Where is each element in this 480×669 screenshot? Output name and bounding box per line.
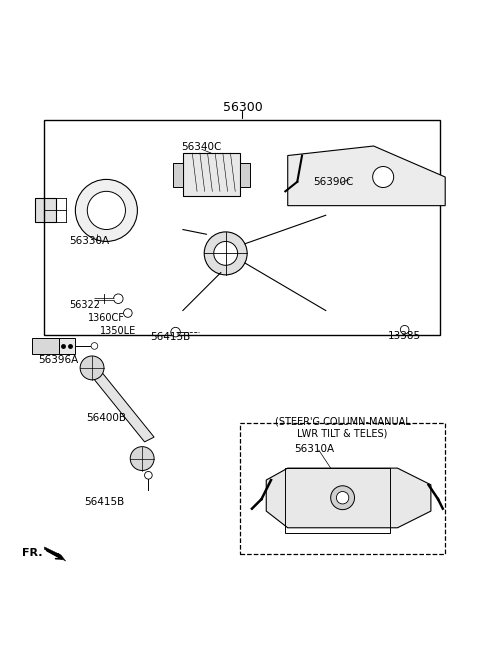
Polygon shape: [44, 547, 66, 561]
Polygon shape: [288, 146, 445, 205]
Circle shape: [144, 472, 152, 479]
Bar: [285, 468, 390, 533]
Circle shape: [204, 232, 247, 275]
Circle shape: [214, 242, 238, 266]
Text: 56322: 56322: [70, 300, 100, 310]
Text: 56300: 56300: [223, 101, 262, 114]
Text: 13385: 13385: [388, 331, 421, 341]
Polygon shape: [85, 363, 154, 442]
Bar: [240, 163, 250, 187]
Circle shape: [336, 492, 349, 504]
Bar: [183, 153, 240, 196]
Text: 56400B: 56400B: [86, 413, 126, 423]
Bar: [33, 339, 59, 354]
Circle shape: [372, 167, 394, 187]
Circle shape: [114, 294, 123, 304]
Text: 56310A: 56310A: [294, 444, 334, 454]
Circle shape: [331, 486, 355, 510]
Circle shape: [130, 447, 154, 470]
Bar: [240, 423, 445, 554]
Text: 56415B: 56415B: [84, 498, 124, 508]
Bar: [59, 339, 75, 354]
Text: 56340C: 56340C: [181, 142, 222, 152]
Polygon shape: [266, 468, 431, 528]
Text: 56415B: 56415B: [151, 332, 191, 342]
Text: 1360CF: 1360CF: [88, 313, 125, 323]
Text: 56330A: 56330A: [70, 236, 110, 246]
Text: (STEER'G COLUMN-MANUAL
LWR TILT & TELES): (STEER'G COLUMN-MANUAL LWR TILT & TELES): [275, 417, 410, 438]
Circle shape: [171, 327, 180, 337]
Bar: [44, 120, 441, 334]
Text: FR.: FR.: [22, 548, 43, 558]
Circle shape: [87, 191, 125, 229]
Text: 1350LE: 1350LE: [100, 326, 136, 336]
Bar: [35, 199, 56, 222]
Bar: [173, 163, 183, 187]
Circle shape: [400, 325, 409, 334]
Text: 56390C: 56390C: [313, 177, 353, 187]
Circle shape: [75, 179, 137, 242]
Circle shape: [123, 308, 132, 317]
Text: 56396A: 56396A: [38, 355, 79, 365]
Circle shape: [91, 343, 98, 349]
Circle shape: [80, 356, 104, 380]
